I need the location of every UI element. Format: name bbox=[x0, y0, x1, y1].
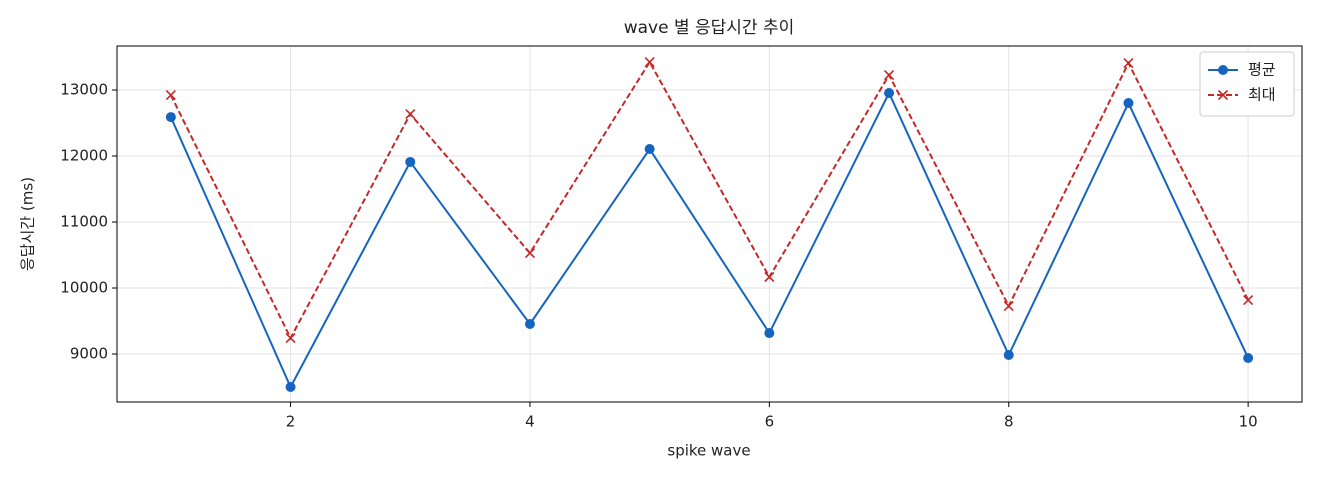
marker-cross bbox=[1123, 57, 1134, 69]
marker-cross bbox=[1003, 300, 1014, 312]
marker bbox=[644, 56, 655, 68]
marker bbox=[1123, 57, 1134, 69]
marker bbox=[165, 112, 176, 123]
y-tick-label: 13000 bbox=[60, 81, 108, 99]
marker bbox=[1218, 65, 1228, 75]
y-axis-label: 응답시간 (ms) bbox=[19, 177, 37, 271]
series-line bbox=[169, 60, 1250, 341]
x-tick-label: 2 bbox=[286, 413, 296, 431]
marker-cross bbox=[764, 271, 775, 283]
marker bbox=[1003, 300, 1014, 312]
marker-cross bbox=[644, 56, 655, 68]
legend-label: 평균 bbox=[1248, 61, 1276, 79]
marker bbox=[644, 144, 655, 155]
marker bbox=[884, 87, 895, 98]
x-tick-label: 4 bbox=[525, 413, 535, 431]
marker bbox=[524, 247, 536, 259]
y-tick-label: 11000 bbox=[60, 213, 108, 231]
series-line bbox=[169, 90, 1250, 390]
marker bbox=[524, 318, 535, 329]
marker bbox=[405, 108, 416, 120]
marker bbox=[285, 382, 296, 393]
marker bbox=[1217, 89, 1229, 101]
marker bbox=[883, 69, 895, 81]
marker-cross bbox=[165, 89, 176, 101]
marker-cross bbox=[405, 108, 416, 120]
marker bbox=[1243, 352, 1254, 363]
x-axis-label: spike wave bbox=[667, 442, 750, 460]
marker bbox=[285, 332, 296, 344]
y-tick-label: 12000 bbox=[60, 147, 108, 165]
marker bbox=[405, 156, 416, 167]
y-tick-label: 10000 bbox=[60, 279, 108, 297]
plot-frame bbox=[116, 45, 1303, 403]
y-tick-label: 9000 bbox=[70, 345, 108, 363]
chart-title: wave 별 응답시간 추이 bbox=[624, 18, 795, 38]
marker bbox=[764, 271, 775, 283]
legend-box bbox=[1199, 51, 1295, 117]
marker bbox=[165, 89, 176, 101]
x-tick-label: 8 bbox=[1004, 413, 1014, 431]
x-tick-label: 6 bbox=[765, 413, 775, 431]
marker bbox=[764, 328, 775, 339]
legend-label: 최대 bbox=[1248, 86, 1276, 104]
marker-cross bbox=[1217, 89, 1229, 101]
marker-cross bbox=[285, 332, 296, 344]
x-tick-label: 10 bbox=[1239, 413, 1258, 431]
marker bbox=[1243, 294, 1254, 306]
marker-cross bbox=[883, 69, 895, 81]
marker bbox=[1123, 98, 1134, 109]
marker-cross bbox=[524, 247, 536, 259]
marker-cross bbox=[1243, 294, 1254, 306]
marker bbox=[1003, 350, 1014, 361]
